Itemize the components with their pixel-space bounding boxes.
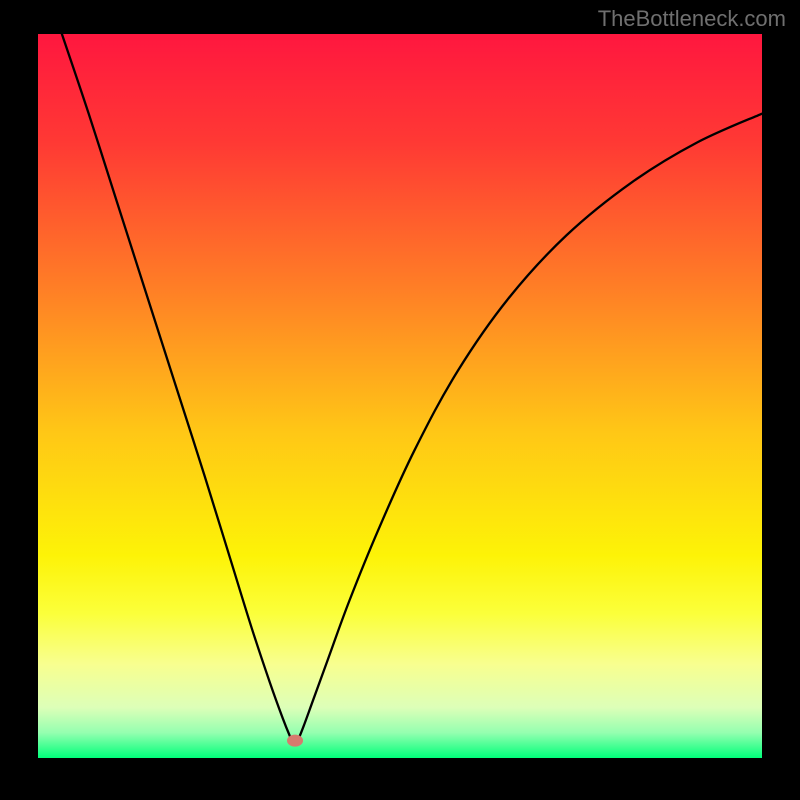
vertex-marker bbox=[287, 735, 303, 747]
watermark-label: TheBottleneck.com bbox=[598, 6, 786, 32]
plot-gradient bbox=[38, 34, 762, 758]
bottleneck-chart bbox=[0, 0, 800, 800]
chart-container: TheBottleneck.com bbox=[0, 0, 800, 800]
